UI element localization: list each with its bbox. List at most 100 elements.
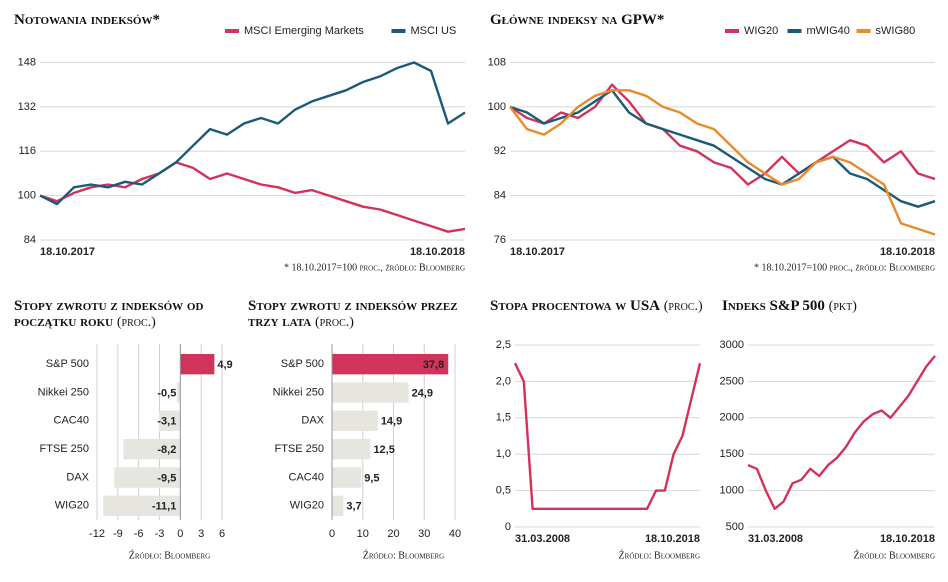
value-label: -0,5 [157, 387, 176, 399]
series-line [509, 89, 936, 236]
bar [123, 438, 181, 460]
bar [332, 438, 371, 460]
category-label: Nikkei 250 [38, 386, 89, 398]
series-line [39, 161, 466, 233]
category-label: CAC40 [54, 415, 89, 427]
x-tick-label: -9 [113, 528, 123, 540]
chart-heading: Stopy zwrotu z indeksów od początku roku… [14, 298, 239, 331]
y-tick-label: 2500 [720, 375, 744, 387]
x-tick-label: 3 [198, 528, 204, 540]
category-label: FTSE 250 [274, 443, 324, 455]
bar [114, 467, 181, 488]
value-label: 9,5 [364, 472, 379, 484]
y-tick-label: 2000 [720, 412, 744, 424]
y-tick-label: 1000 [720, 485, 744, 497]
y-tick-label: 1,0 [496, 448, 511, 460]
value-label: 4,9 [217, 359, 232, 371]
chart-heading: Główne indeksy na GPW* [490, 12, 720, 28]
y-tick-label: 0,5 [496, 485, 511, 497]
chart-heading: Stopa procentowa w USA (proc.) [490, 298, 705, 315]
category-label: WIG20 [290, 500, 324, 512]
x-tick-label: -6 [134, 528, 144, 540]
category-label: Nikkei 250 [273, 386, 324, 398]
legend-label: WIG20 [744, 25, 778, 37]
value-label: 3,7 [346, 501, 361, 513]
legend-label: mWIG40 [807, 25, 850, 37]
bar [332, 410, 378, 432]
y-tick-label: 100 [488, 101, 506, 113]
source: Źródło: Bloomberg [854, 549, 935, 561]
bar [332, 467, 362, 488]
series-line [39, 61, 466, 206]
chart-heading: Stopy zwrotu z indeksów przez trzy lata … [248, 298, 473, 331]
chart-title: Stopy zwrotu z indeksów od początku roku [14, 298, 204, 330]
source: Źródło: Bloomberg [129, 549, 210, 561]
chart-heading: Notowania indeksów* [14, 12, 234, 28]
bar [176, 382, 181, 403]
footnote: * 18.10.2017=100 proc., źródło: Bloomber… [754, 262, 935, 273]
chart-subtitle: (proc.) [663, 299, 703, 314]
category-label: CAC40 [289, 471, 324, 483]
chart-subtitle: (pkt) [828, 299, 857, 314]
y-tick-label: 2,0 [496, 375, 511, 387]
y-tick-label: 84 [494, 190, 506, 202]
y-tick-label: 2,5 [496, 339, 511, 351]
y-tick-label: 148 [18, 56, 36, 68]
y-tick-label: 116 [18, 145, 36, 157]
category-label: S&P 500 [281, 358, 324, 370]
y-tick-label: 92 [494, 145, 506, 157]
y-tick-label: 76 [494, 234, 506, 246]
x-tick-label: 6 [219, 528, 225, 540]
chart-title: Indeks S&P 500 [722, 298, 825, 314]
x-tick-label: 31.03.2008 [748, 533, 803, 545]
y-tick-label: 132 [18, 101, 36, 113]
bar [332, 382, 409, 403]
x-tick-label: 18.10.2017 [510, 246, 565, 258]
x-tick-label: 18.10.2017 [40, 246, 95, 258]
x-tick-label: -12 [89, 528, 105, 540]
chart-title: Notowania indeksów* [14, 12, 160, 28]
value-label: 37,8 [423, 359, 444, 371]
source: Źródło: Bloomberg [363, 549, 444, 561]
y-tick-label: 84 [24, 234, 36, 246]
category-label: DAX [66, 471, 89, 483]
y-tick-label: 1500 [720, 448, 744, 460]
series-line [509, 89, 936, 208]
value-label: 24,9 [412, 387, 433, 399]
value-label: -9,5 [157, 472, 176, 484]
x-tick-label: 30 [418, 528, 430, 540]
legend-label: MSCI Emerging Markets [244, 25, 364, 37]
x-tick-label: 18.10.2018 [410, 246, 465, 258]
series-line [509, 83, 936, 186]
legend-label: sWIG80 [876, 25, 916, 37]
x-tick-label: 18.10.2018 [645, 533, 700, 545]
chart-title: Główne indeksy na GPW* [490, 12, 665, 28]
legend-label: MSCI US [411, 25, 457, 37]
y-tick-label: 0 [505, 521, 511, 533]
value-label: 12,5 [373, 444, 394, 456]
value-label: -11,1 [152, 501, 176, 513]
category-label: S&P 500 [46, 358, 89, 370]
chart-subtitle: (proc.) [315, 315, 354, 330]
value-label: -3,1 [157, 416, 176, 428]
y-tick-label: 108 [488, 56, 506, 68]
bar [103, 495, 181, 517]
bar [158, 410, 181, 432]
y-tick-label: 500 [726, 521, 744, 533]
value-label: 14,9 [381, 416, 402, 428]
chart-title: Stopy zwrotu z indeksów przez trzy lata [248, 298, 458, 330]
x-tick-label: -3 [155, 528, 165, 540]
x-tick-label: 18.10.2018 [880, 246, 935, 258]
bar [332, 353, 449, 375]
category-label: FTSE 250 [39, 443, 89, 455]
bar [180, 353, 215, 375]
y-tick-label: 100 [18, 190, 36, 202]
x-tick-label: 20 [387, 528, 399, 540]
x-tick-label: 10 [357, 528, 369, 540]
series-line [513, 362, 702, 510]
category-label: WIG20 [55, 500, 89, 512]
x-tick-label: 18.10.2018 [880, 533, 935, 545]
value-label: -8,2 [157, 444, 176, 456]
